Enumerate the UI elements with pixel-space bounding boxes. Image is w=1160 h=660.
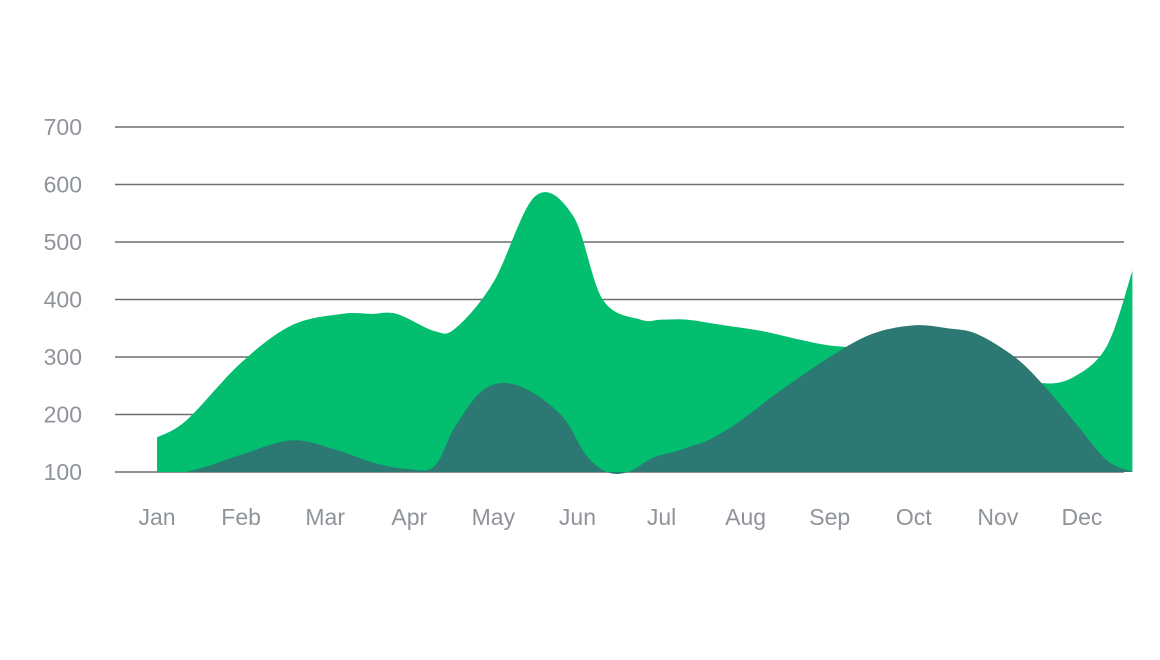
x-tick-label: Jul xyxy=(647,504,676,530)
y-tick-label: 200 xyxy=(44,402,82,428)
x-tick-label: May xyxy=(472,504,516,530)
x-tick-label: Jan xyxy=(138,504,175,530)
y-tick-label: 400 xyxy=(44,287,82,313)
y-tick-label: 300 xyxy=(44,344,82,370)
x-axis: Jan Feb Mar Apr May Jun Jul Aug Sep Oct Nov Dec xyxy=(138,504,1102,530)
y-axis: 100 200 300 400 500 600 700 xyxy=(44,114,82,485)
x-tick-label: Jun xyxy=(559,504,596,530)
x-tick-label: Feb xyxy=(221,504,261,530)
x-tick-label: Mar xyxy=(305,504,345,530)
x-tick-label: Dec xyxy=(1062,504,1103,530)
y-tick-label: 100 xyxy=(44,459,82,485)
area-series-layer xyxy=(157,192,1133,474)
x-tick-label: Nov xyxy=(977,504,1018,530)
x-tick-label: Sep xyxy=(809,504,850,530)
y-tick-label: 700 xyxy=(44,114,82,140)
x-tick-label: Aug xyxy=(725,504,766,530)
y-tick-label: 500 xyxy=(44,229,82,255)
area-series-2 xyxy=(186,325,1133,474)
x-tick-label: Oct xyxy=(896,504,932,530)
y-tick-label: 600 xyxy=(44,172,82,198)
x-tick-label: Apr xyxy=(391,504,427,530)
